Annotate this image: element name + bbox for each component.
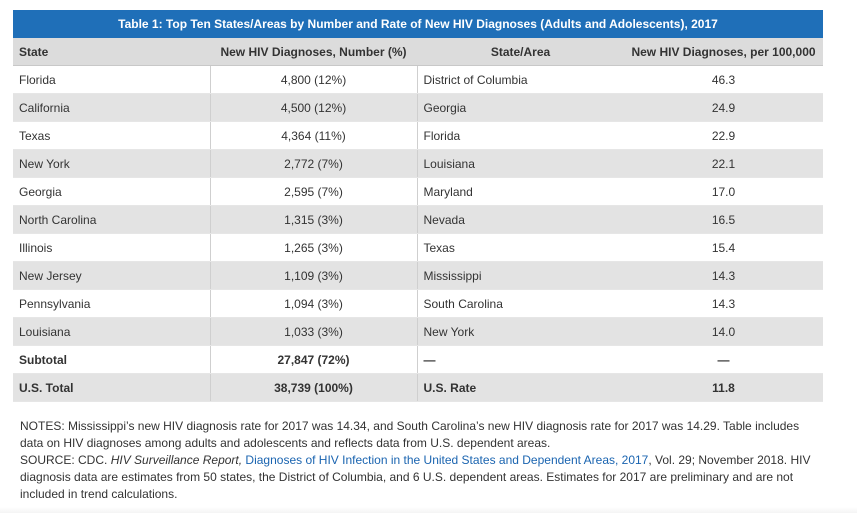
rate-cell: 11.8	[624, 373, 823, 402]
table-row: California 4,500 (12%) Georgia 24.9	[13, 93, 823, 122]
table-body: Florida 4,800 (12%) District of Columbia 46…	[13, 65, 823, 402]
table-row: Illinois 1,265 (3%) Texas 15.4	[13, 233, 823, 262]
state-cell: New Jersey	[13, 261, 210, 290]
bottom-fade	[0, 507, 857, 513]
source-prefix: SOURCE: CDC.	[20, 453, 108, 467]
state-cell: Subtotal	[13, 345, 210, 374]
table-title: Table 1: Top Ten States/Areas by Number …	[13, 10, 823, 38]
header-state-area: State/Area	[417, 38, 624, 66]
number-cell: 4,500 (12%)	[209, 93, 417, 122]
header-number: New HIV Diagnoses, Number (%)	[210, 38, 417, 66]
state-cell: Louisiana	[13, 317, 210, 346]
number-cell: 4,800 (12%)	[209, 65, 417, 94]
rate-cell: 14.3	[624, 261, 823, 290]
table-row: New York 2,772 (7%) Louisiana 22.1	[13, 149, 823, 178]
state-area-cell: Texas	[416, 233, 624, 262]
number-cell: 1,033 (3%)	[209, 317, 417, 346]
state-area-cell: South Carolina	[416, 289, 624, 318]
table-row: Louisiana 1,033 (3%) New York 14.0	[13, 317, 823, 346]
state-area-cell: —	[416, 345, 624, 374]
rate-cell: 22.1	[624, 149, 823, 178]
rate-cell: 17.0	[624, 177, 823, 206]
state-cell: U.S. Total	[13, 373, 210, 402]
state-area-cell: Maryland	[416, 177, 624, 206]
state-cell: North Carolina	[13, 205, 210, 234]
state-area-cell: Louisiana	[416, 149, 624, 178]
rate-cell: —	[624, 345, 823, 374]
notes-section: NOTES: Mississippi’s new HIV diagnosis r…	[20, 418, 825, 503]
source-report: HIV Surveillance Report,	[110, 453, 243, 467]
number-cell: 27,847 (72%)	[209, 345, 417, 374]
state-cell: Florida	[13, 65, 210, 94]
rate-cell: 14.3	[624, 289, 823, 318]
header-rate: New HIV Diagnoses, per 100,000	[624, 38, 823, 66]
table-row: Pennsylvania 1,094 (3%) South Carolina 14.3	[13, 289, 823, 318]
table-row: Florida 4,800 (12%) District of Columbia 46…	[13, 65, 823, 94]
notes-text: NOTES: Mississippi’s new HIV diagnosis r…	[20, 419, 800, 450]
number-cell: 1,315 (3%)	[209, 205, 417, 234]
state-area-cell: Georgia	[416, 93, 624, 122]
number-cell: 1,109 (3%)	[209, 261, 417, 290]
rate-cell: 46.3	[624, 65, 823, 94]
table-row: U.S. Total 38,739 (100%) U.S. Rate 11.8	[13, 373, 823, 402]
state-cell: Pennsylvania	[13, 289, 210, 318]
number-cell: 2,772 (7%)	[209, 149, 417, 178]
state-area-cell: U.S. Rate	[416, 373, 624, 402]
rate-cell: 16.5	[624, 205, 823, 234]
number-cell: 38,739 (100%)	[209, 373, 417, 402]
hiv-diagnoses-table: Table 1: Top Ten States/Areas by Number …	[13, 10, 823, 402]
rate-cell: 22.9	[624, 121, 823, 150]
state-area-cell: New York	[416, 317, 624, 346]
header-state: State	[13, 38, 210, 66]
table-row: Texas 4,364 (11%) Florida 22.9	[13, 121, 823, 150]
state-area-cell: District of Columbia	[416, 65, 624, 94]
table-row: North Carolina 1,315 (3%) Nevada 16.5	[13, 205, 823, 234]
source-suffix: , Vol. 29; November 2018. HIV diagnosis …	[20, 453, 811, 501]
number-cell: 2,595 (7%)	[209, 177, 417, 206]
state-cell: Georgia	[13, 177, 210, 206]
table-row: Georgia 2,595 (7%) Maryland 17.0	[13, 177, 823, 206]
state-area-cell: Nevada	[416, 205, 624, 234]
rate-cell: 14.0	[624, 317, 823, 346]
state-area-cell: Florida	[416, 121, 624, 150]
table-row: New Jersey 1,109 (3%) Mississippi 14.3	[13, 261, 823, 290]
source-text: SOURCE: CDC. HIV Surveillance Report, Di…	[20, 452, 825, 503]
rate-cell: 15.4	[624, 233, 823, 262]
state-cell: California	[13, 93, 210, 122]
table-header-row: State New HIV Diagnoses, Number (%) Stat…	[13, 38, 823, 66]
state-cell: Illinois	[13, 233, 210, 262]
state-area-cell: Mississippi	[416, 261, 624, 290]
state-cell: Texas	[13, 121, 210, 150]
rate-cell: 24.9	[624, 93, 823, 122]
number-cell: 4,364 (11%)	[209, 121, 417, 150]
table-row: Subtotal 27,847 (72%) — —	[13, 345, 823, 374]
number-cell: 1,265 (3%)	[209, 233, 417, 262]
source-link[interactable]: Diagnoses of HIV Infection in the United…	[245, 453, 649, 467]
number-cell: 1,094 (3%)	[209, 289, 417, 318]
state-cell: New York	[13, 149, 210, 178]
